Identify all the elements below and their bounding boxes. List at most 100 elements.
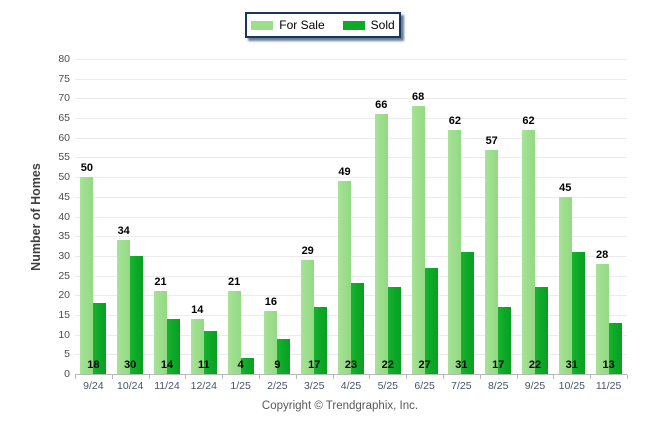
value-label-for-sale: 50 <box>80 162 94 175</box>
copyright-text: Copyright © Trendgraphix, Inc. <box>261 400 419 412</box>
value-label-for-sale: 62 <box>522 114 535 127</box>
gridline <box>75 177 627 179</box>
value-label-sold: 17 <box>492 359 505 371</box>
value-label-for-sale: 14 <box>191 303 204 316</box>
x-tick-label: 12/24 <box>190 380 217 392</box>
y-tick-label: 10 <box>58 328 70 341</box>
y-tick-label: 0 <box>64 368 70 380</box>
bar-for-sale <box>374 114 388 374</box>
gridline <box>75 255 627 257</box>
x-tick-label: 6/25 <box>414 380 435 392</box>
y-tick-label: 55 <box>58 151 70 164</box>
x-axis-tick <box>590 375 592 379</box>
x-tick-label: 9/25 <box>524 380 546 392</box>
value-label-sold: 31 <box>565 359 578 371</box>
legend-item-sold: Sold <box>342 18 395 32</box>
bar-for-sale <box>411 106 425 374</box>
x-tick-label: 8/25 <box>487 380 509 392</box>
value-label-for-sale: 49 <box>338 166 351 179</box>
x-tick-label: 11/24 <box>154 380 180 392</box>
value-label-sold: 18 <box>87 359 100 371</box>
gridline <box>75 98 627 100</box>
x-axis-tick <box>295 375 297 379</box>
y-tick-label: 45 <box>58 190 70 203</box>
x-axis-tick <box>222 375 224 379</box>
y-tick-label: 25 <box>58 269 70 282</box>
bar-for-sale <box>595 263 609 374</box>
x-tick-label: 2/25 <box>267 380 288 392</box>
value-label-sold: 17 <box>308 359 321 371</box>
gridline <box>75 78 627 80</box>
x-axis-tick <box>369 375 371 379</box>
x-axis-tick <box>443 375 444 379</box>
x-tick-label: 9/24 <box>83 380 104 392</box>
x-axis-tick <box>553 375 555 379</box>
bar-sold <box>498 307 512 374</box>
y-tick-label: 30 <box>58 249 70 262</box>
gridline <box>75 216 627 218</box>
value-label-for-sale: 34 <box>117 225 130 238</box>
x-tick-label: 5/25 <box>377 380 399 392</box>
y-tick-label: 20 <box>58 289 70 302</box>
x-axis-line <box>75 374 627 375</box>
bar-sold <box>277 338 291 374</box>
legend-label-sold: Sold <box>370 18 395 32</box>
y-tick-label: 15 <box>58 308 70 321</box>
legend-swatch-for-sale <box>251 20 274 30</box>
value-label-for-sale: 68 <box>411 91 425 104</box>
bar-for-sale <box>338 181 351 374</box>
x-axis-tick <box>406 375 408 379</box>
bar-sold <box>203 330 217 374</box>
y-tick-label: 50 <box>58 171 70 184</box>
gridline <box>75 236 627 238</box>
x-axis-tick <box>75 375 76 379</box>
bar-for-sale <box>522 129 535 374</box>
bar-sold <box>571 251 585 374</box>
bar-sold <box>535 287 548 374</box>
value-label-for-sale: 28 <box>595 248 609 261</box>
gridline <box>75 118 627 120</box>
value-label-for-sale: 29 <box>301 244 314 257</box>
x-tick-label: 11/25 <box>595 380 622 392</box>
value-label-sold: 11 <box>197 359 210 371</box>
bar-sold <box>387 287 401 374</box>
value-label-sold: 13 <box>602 359 615 371</box>
bar-sold <box>167 318 180 374</box>
value-label-for-sale: 45 <box>559 181 572 194</box>
x-axis-tick <box>111 375 113 379</box>
y-tick-label: 75 <box>58 72 70 85</box>
bar-for-sale <box>227 291 241 374</box>
y-tick-label: 40 <box>58 210 70 223</box>
value-label-for-sale: 66 <box>375 99 388 112</box>
legend-label-for-sale: For Sale <box>279 18 325 32</box>
value-label-sold: 31 <box>455 359 468 371</box>
x-axis-tick <box>516 375 518 379</box>
bar-for-sale <box>154 291 167 374</box>
x-tick-label: 3/25 <box>303 380 325 392</box>
value-label-for-sale: 16 <box>264 296 278 308</box>
value-label-sold: 14 <box>160 359 174 371</box>
x-tick-label: 10/25 <box>558 380 585 392</box>
x-axis-tick <box>332 375 334 379</box>
value-label-sold: 27 <box>418 359 431 371</box>
gridline <box>75 59 627 60</box>
value-label-sold: 9 <box>274 359 281 371</box>
value-label-sold: 23 <box>344 359 358 371</box>
y-tick-label: 5 <box>64 348 70 361</box>
value-label-for-sale: 21 <box>227 276 241 289</box>
legend-swatch-sold <box>342 20 365 30</box>
bar-for-sale <box>448 129 462 374</box>
bar-sold <box>424 267 438 374</box>
x-tick-label: 1/25 <box>230 380 251 392</box>
legend: For Sale Sold <box>245 12 401 38</box>
bar-sold <box>461 251 475 374</box>
bar-for-sale <box>117 240 131 374</box>
x-tick-label: 10/24 <box>117 380 144 392</box>
value-label-sold: 30 <box>124 359 137 371</box>
value-label-for-sale: 62 <box>448 114 462 127</box>
gridline <box>75 137 627 139</box>
bar-for-sale <box>558 196 572 374</box>
gridline <box>75 157 627 159</box>
y-tick-label: 60 <box>58 131 70 144</box>
